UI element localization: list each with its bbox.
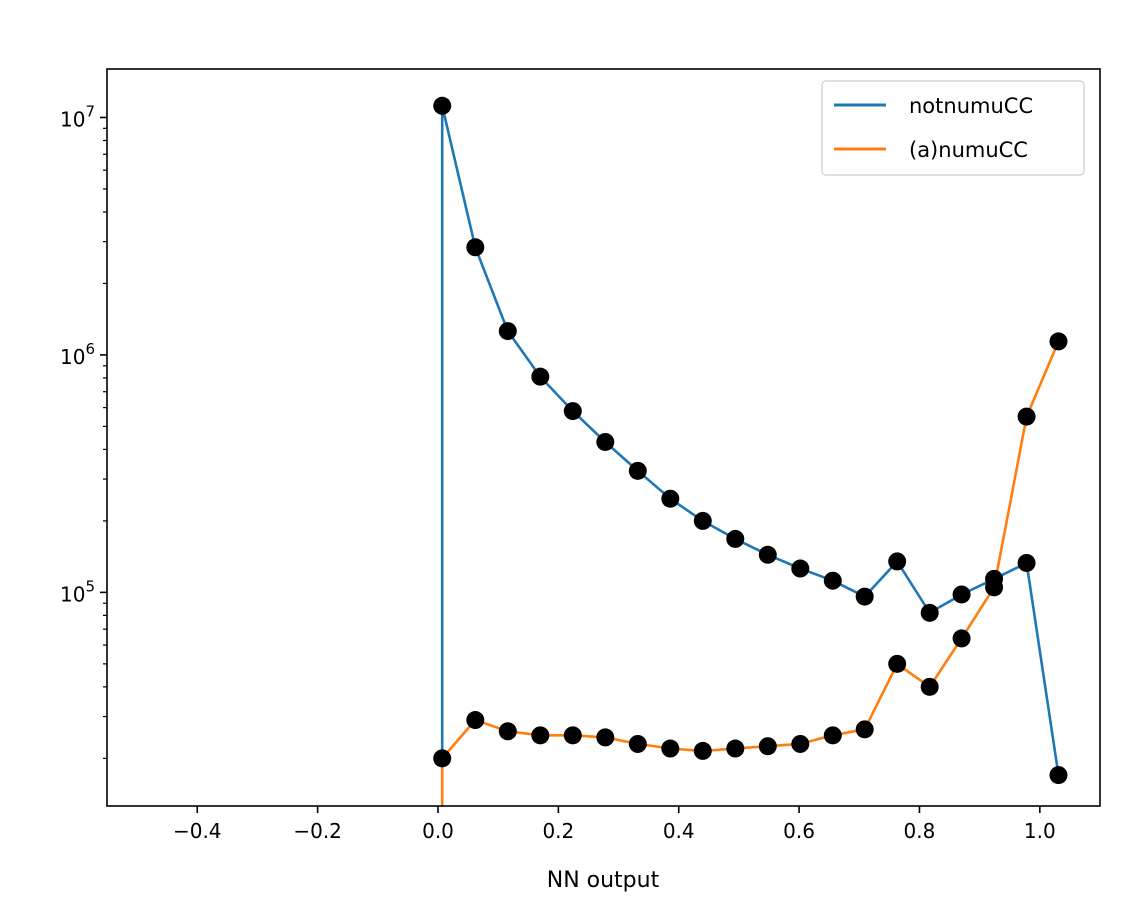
- y-tick-label: 105: [60, 577, 95, 606]
- y-tick-label: 106: [60, 340, 95, 369]
- data-point-anumucc: [855, 720, 874, 739]
- data-point-anumucc: [920, 677, 939, 696]
- legend: notnumuCC (a)numuCC: [821, 80, 1085, 176]
- data-point-notnumucc: [1017, 553, 1036, 572]
- data-point-notnumucc: [661, 489, 680, 508]
- plot-frame: [106, 68, 1101, 807]
- data-point-notnumucc: [920, 603, 939, 622]
- data-point-anumucc: [433, 749, 452, 768]
- data-point-anumucc: [563, 726, 582, 745]
- data-point-anumucc: [952, 629, 971, 648]
- data-point-notnumucc: [823, 571, 842, 590]
- data-point-notnumucc: [433, 96, 452, 115]
- data-point-notnumucc: [628, 461, 647, 480]
- data-point-notnumucc: [855, 587, 874, 606]
- x-axis-label: NN output: [547, 868, 660, 893]
- data-point-anumucc: [1017, 407, 1036, 426]
- data-point-anumucc: [888, 654, 907, 673]
- y-tick-label: 107: [60, 102, 95, 131]
- data-point-anumucc: [758, 737, 777, 756]
- data-point-anumucc: [823, 726, 842, 745]
- x-tick-label: 0.4: [663, 819, 695, 843]
- x-tick-label: −0.2: [293, 819, 342, 843]
- data-point-notnumucc: [596, 432, 615, 451]
- data-point-notnumucc: [952, 585, 971, 604]
- data-point-notnumucc: [498, 322, 517, 341]
- x-tick-label: 0.0: [422, 819, 454, 843]
- data-point-anumucc: [791, 734, 810, 753]
- data-point-anumucc: [498, 722, 517, 741]
- data-point-notnumucc: [758, 545, 777, 564]
- data-point-anumucc: [531, 726, 550, 745]
- x-tick-label: 0.2: [542, 819, 574, 843]
- legend-box: [821, 80, 1085, 176]
- legend-label-anumucc: (a)numuCC: [909, 138, 1028, 162]
- data-point-anumucc: [628, 734, 647, 753]
- legend-label-notnumucc: notnumuCC: [909, 94, 1033, 118]
- data-point-anumucc: [693, 741, 712, 760]
- data-point-notnumucc: [888, 552, 907, 571]
- data-point-anumucc: [985, 578, 1004, 597]
- data-point-notnumucc: [531, 367, 550, 386]
- data-point-notnumucc: [726, 529, 745, 548]
- x-tick-label: 1.0: [1024, 819, 1056, 843]
- data-point-anumucc: [661, 739, 680, 758]
- data-point-notnumucc: [563, 402, 582, 421]
- data-point-anumucc: [596, 728, 615, 747]
- x-tick-label: −0.4: [173, 819, 222, 843]
- x-tick-label: 0.8: [904, 819, 936, 843]
- data-point-notnumucc: [693, 511, 712, 530]
- data-point-anumucc: [466, 711, 485, 730]
- data-point-notnumucc: [466, 238, 485, 257]
- x-tick-label: 0.6: [783, 819, 815, 843]
- data-point-notnumucc: [791, 559, 810, 578]
- data-point-anumucc: [726, 739, 745, 758]
- data-point-notnumucc: [1049, 766, 1068, 785]
- data-point-anumucc: [1049, 332, 1068, 351]
